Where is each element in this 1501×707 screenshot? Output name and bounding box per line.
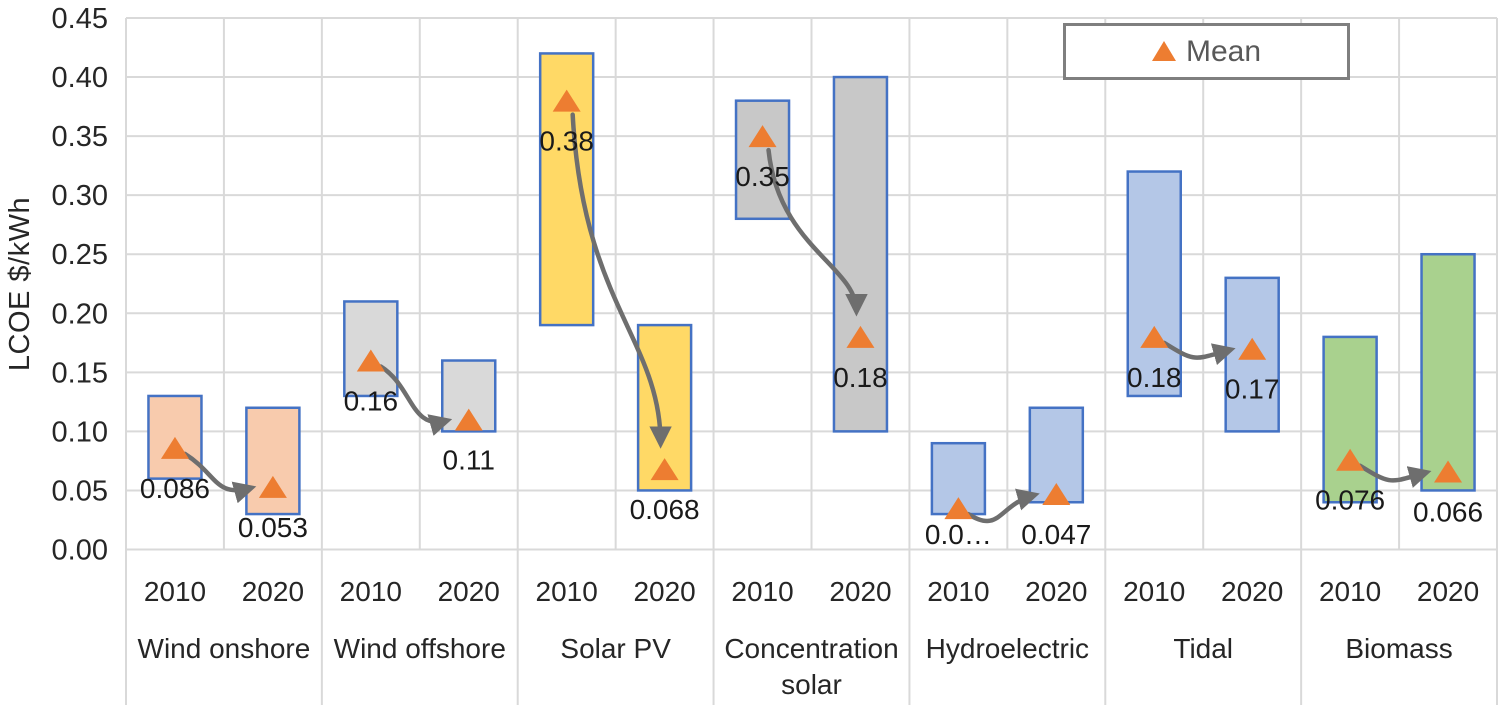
range-bar-concentration-solar-2020 (832, 75, 889, 433)
x-year-label: 2020 (1417, 576, 1479, 607)
mean-marker-wind-offshore-2020 (454, 408, 483, 431)
y-tick-label: 0.25 (52, 239, 108, 271)
mean-value-label-wind-onshore-2010: 0.086 (140, 473, 210, 504)
range-bar-wind-offshore-2010 (343, 300, 399, 398)
x-year-label: 2010 (340, 576, 402, 607)
category-label-wind-onshore: Wind onshore (138, 633, 311, 664)
mean-value-label-concentration-solar-2020: 0.18 (833, 362, 888, 393)
trend-arrow-solar-pv (570, 112, 672, 449)
range-bar-biomass-2020 (1420, 252, 1476, 492)
mean-marker-solar-pv-2020 (650, 458, 679, 481)
legend-label: Mean (1185, 34, 1262, 68)
mean-value-label-solar-pv-2020: 0.068 (630, 494, 700, 525)
mean-marker-concentration-solar-2010 (748, 125, 777, 148)
range-bar-wind-onshore-2020 (245, 406, 301, 516)
mean-value-label-hydroelectric-2010: 0.0… (925, 519, 992, 550)
trend-arrow-tidal (1162, 340, 1236, 366)
mean-marker-hydroelectric-2010 (944, 497, 973, 520)
trend-arrow-wind-onshore (182, 451, 257, 504)
category-label-hydroelectric: Hydroelectric (926, 633, 1089, 664)
mean-value-label-biomass-2010: 0.076 (1315, 485, 1385, 516)
y-tick-label: 0.15 (52, 357, 108, 389)
mean-marker-biomass-2020 (1434, 460, 1463, 483)
y-axis-title: LCOE $/kWh (4, 196, 36, 372)
mean-value-label-wind-offshore-2010: 0.16 (344, 386, 399, 417)
x-year-label: 2010 (1123, 576, 1185, 607)
trend-arrow-wind-offshore (378, 364, 453, 436)
mean-value-label-concentration-solar-2010: 0.35 (735, 161, 790, 192)
y-tick-label: 0.45 (52, 3, 108, 35)
y-tick-label: 0.30 (52, 180, 108, 212)
trend-arrow-concentration-solar (766, 147, 868, 317)
mean-marker-tidal-2010 (1140, 325, 1169, 348)
y-tick-label: 0.05 (52, 475, 108, 507)
mean-value-label-wind-offshore-2020: 0.11 (443, 445, 495, 476)
mean-marker-legend-icon (1151, 40, 1176, 61)
trend-arrow-hydroelectric (966, 488, 1040, 524)
legend: Mean (1063, 23, 1350, 80)
y-tick-label: 0.35 (52, 121, 108, 153)
mean-marker-wind-offshore-2010 (356, 349, 385, 372)
x-year-label: 2010 (536, 576, 598, 607)
category-label-biomass: Biomass (1345, 633, 1452, 664)
mean-value-label-wind-onshore-2020: 0.053 (238, 512, 308, 543)
x-year-label: 2010 (144, 576, 206, 607)
category-label-wind-offshore: Wind offshore (334, 633, 506, 664)
mean-marker-solar-pv-2010 (552, 89, 581, 112)
x-year-label: 2020 (242, 576, 304, 607)
x-year-label: 2020 (438, 576, 500, 607)
mean-value-label-solar-pv-2010: 0.38 (539, 126, 594, 157)
x-year-label: 2020 (1025, 576, 1087, 607)
mean-value-label-tidal-2020: 0.17 (1225, 374, 1280, 405)
mean-value-label-biomass-2020: 0.066 (1413, 497, 1483, 528)
x-year-label: 2010 (927, 576, 989, 607)
mean-marker-concentration-solar-2020 (846, 325, 875, 348)
category-label-tidal: Tidal (1173, 633, 1233, 664)
mean-marker-wind-onshore-2020 (258, 475, 287, 498)
mean-value-label-hydroelectric-2020: 0.047 (1021, 519, 1091, 550)
category-label-concentration-solar: solar (781, 669, 842, 700)
mean-marker-biomass-2010 (1336, 448, 1365, 471)
x-year-label: 2010 (731, 576, 793, 607)
x-year-label: 2020 (1221, 576, 1283, 607)
mean-marker-tidal-2020 (1238, 337, 1267, 360)
y-tick-label: 0.00 (52, 535, 108, 567)
category-label-concentration-solar: Concentration (724, 633, 898, 664)
mean-marker-hydroelectric-2020 (1042, 482, 1071, 505)
y-tick-label: 0.20 (52, 298, 108, 330)
range-bar-biomass-2010 (1322, 335, 1378, 504)
y-tick-label: 0.10 (52, 416, 108, 448)
category-label-solar-pv: Solar PV (560, 633, 671, 664)
x-year-label: 2020 (633, 576, 695, 607)
y-tick-label: 0.40 (52, 62, 108, 94)
x-year-label: 2010 (1319, 576, 1381, 607)
trend-arrow-biomass (1357, 463, 1432, 488)
range-bar-tidal-2010 (1126, 170, 1182, 398)
x-year-label: 2020 (829, 576, 891, 607)
mean-marker-wind-onshore-2010 (160, 436, 189, 459)
mean-value-label-tidal-2010: 0.18 (1127, 362, 1182, 393)
